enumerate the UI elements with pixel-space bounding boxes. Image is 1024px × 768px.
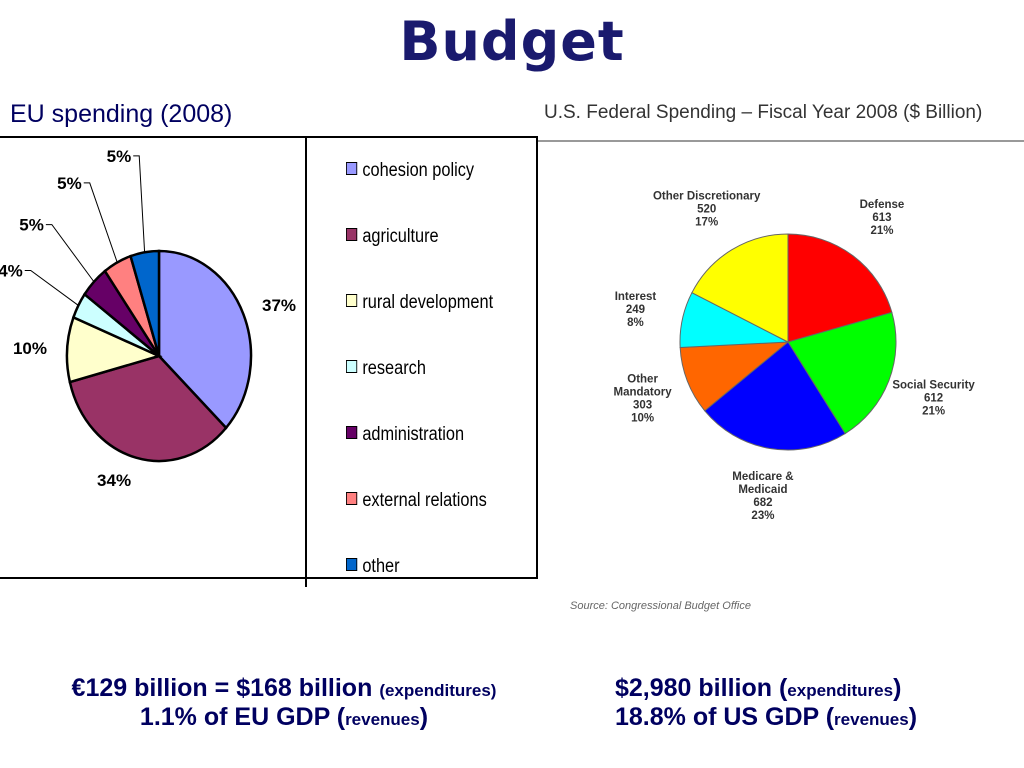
legend-label: administration	[362, 424, 465, 445]
us-slice-social-security	[787, 311, 897, 435]
us-slice-percent: 21%	[870, 225, 893, 237]
eu-slice-label: 5%	[57, 174, 82, 193]
eu-expenditure-amount: €129 billion = $168 billion	[71, 674, 373, 702]
us-expenditure-amount: $2,980 billion (	[615, 674, 788, 702]
legend-item-external-relations: external relations	[346, 490, 487, 512]
eu-footer-line1: €129 billion = $168 billion (expenditure…	[14, 674, 554, 703]
us-slice-percent: 8%	[627, 317, 644, 329]
eu-slice-label: 5%	[19, 216, 44, 235]
eu-revenue-note: revenues	[345, 710, 420, 729]
eu-slice-label: 34%	[97, 471, 131, 490]
legend-swatch	[346, 228, 358, 242]
eu-slice-label: 10%	[13, 339, 47, 358]
us-slice-defense	[787, 233, 893, 343]
us-slice-name: Other	[627, 374, 658, 386]
us-slice-name: Other Discretionary	[653, 190, 761, 202]
us-slice-percent: 10%	[631, 413, 654, 425]
legend-item-other: other	[346, 556, 400, 578]
legend-label: external relations	[362, 490, 487, 511]
eu-leader-line	[83, 182, 118, 263]
eu-slice-label: 5%	[107, 147, 132, 166]
legend-swatch	[346, 162, 358, 176]
us-slice-value: 303	[633, 400, 652, 412]
eu-slice-label: 37%	[262, 296, 296, 315]
us-revenue-note: revenues	[834, 710, 909, 729]
legend-swatch	[346, 492, 358, 506]
us-slice-value: 613	[872, 212, 891, 224]
us-slice-value: 520	[697, 203, 716, 215]
legend-label: cohesion policy	[362, 160, 475, 181]
eu-legend-divider	[305, 137, 307, 587]
eu-bottom-rule	[0, 577, 538, 579]
eu-footer-line2: 1.1% of EU GDP (revenues)	[14, 703, 554, 732]
us-footer-line1: $2,980 billion (expenditures)	[615, 674, 917, 703]
eu-slice-cohesion-policy	[157, 249, 253, 430]
us-slice-percent: 23%	[751, 510, 774, 522]
us-slice-medicare-medicaid	[704, 341, 846, 451]
legend-label: other	[362, 556, 400, 577]
us-slice-percent: 17%	[695, 216, 718, 228]
us-footer-line2: 18.8% of US GDP (revenues)	[615, 703, 917, 732]
us-chart-title: U.S. Federal Spending – Fiscal Year 2008…	[544, 102, 983, 123]
legend-swatch	[346, 294, 358, 308]
us-slice-value: 249	[626, 304, 645, 316]
us-slice-percent: 21%	[922, 406, 945, 418]
us-slice-value: 612	[924, 393, 943, 405]
legend-item-cohesion-policy: cohesion policy	[346, 160, 474, 182]
legend-item-agriculture: agriculture	[346, 226, 439, 248]
us-source-note: Source: Congressional Budget Office	[570, 600, 751, 612]
eu-pie-chart: 37% 34% 10% 4% 5% 5% 5%	[0, 147, 296, 490]
eu-paren-close: )	[419, 703, 429, 731]
eu-leader-line	[24, 270, 79, 306]
eu-top-rule	[0, 136, 538, 138]
slide-title: Budget	[399, 10, 625, 73]
us-slice-name: Medicaid	[738, 484, 787, 496]
eu-footer: €129 billion = $168 billion (expenditure…	[14, 674, 554, 732]
us-footer: $2,980 billion (expenditures) 18.8% of U…	[615, 674, 917, 732]
eu-leader-line	[133, 155, 146, 253]
eu-expenditure-note: (expenditures)	[379, 681, 497, 700]
eu-slice-label: 4%	[0, 262, 23, 281]
us-paren-close-1: )	[893, 674, 902, 702]
us-slice-value: 682	[753, 497, 772, 509]
eu-gdp-share: 1.1% of EU GDP (	[139, 703, 346, 731]
us-gdp-share: 18.8% of US GDP (	[615, 703, 835, 731]
eu-chart-title: EU spending (2008)	[10, 100, 233, 128]
legend-swatch	[346, 360, 358, 374]
us-paren-close-2: )	[908, 703, 918, 731]
legend-label: research	[362, 358, 426, 379]
us-title-rule	[538, 140, 1024, 142]
us-slice-name: Interest	[615, 291, 657, 303]
legend-item-administration: administration	[346, 424, 464, 446]
eu-slice-agriculture	[68, 354, 228, 463]
legend-swatch	[346, 426, 358, 440]
us-slice-name: Defense	[860, 199, 905, 211]
legend-item-research: research	[346, 358, 426, 380]
legend-label: rural development	[362, 292, 494, 313]
us-expenditure-note: expenditures	[787, 681, 894, 700]
us-slice-other-discretionary	[691, 233, 789, 343]
legend-item-rural-development: rural development	[346, 292, 493, 314]
legend-swatch	[346, 558, 358, 572]
eu-leader-line	[45, 224, 95, 283]
legend-label: agriculture	[362, 226, 439, 247]
us-slice-name: Mandatory	[614, 387, 673, 399]
us-slice-name: Social Security	[892, 380, 975, 392]
us-slice-name: Medicare &	[732, 471, 793, 483]
eu-right-border	[536, 137, 538, 578]
